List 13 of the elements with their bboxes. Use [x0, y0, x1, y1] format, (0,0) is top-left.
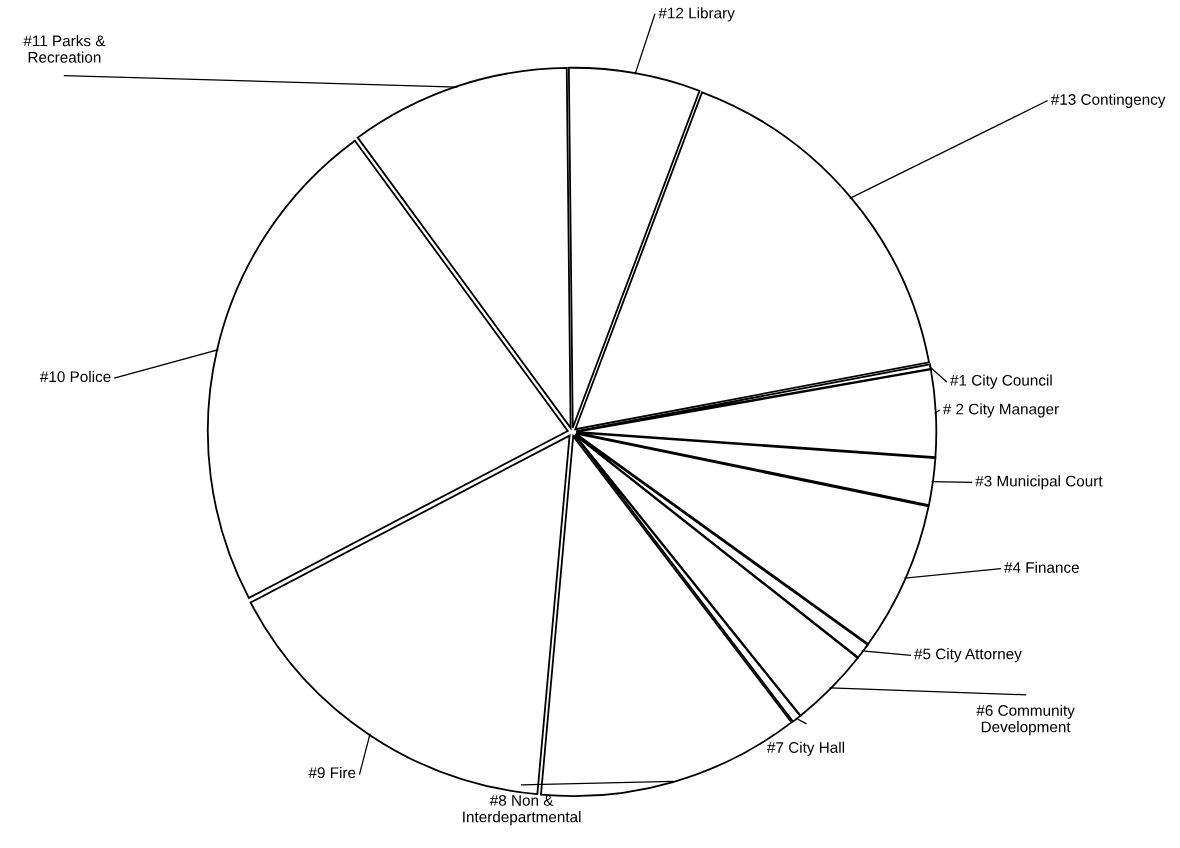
- slice-label: #11 Parks & Recreation: [23, 35, 106, 63]
- slice-label: #8 Non & Interdepartmental: [463, 795, 581, 826]
- slice-label: #10 Police: [39, 370, 111, 383]
- slice-label: #3 Municipal Court: [975, 475, 1103, 490]
- slice-label: #12 Library: [658, 7, 735, 22]
- slice-label: #4 Finance: [1004, 561, 1079, 573]
- slice-label: #5 City Attorney: [914, 648, 1022, 663]
- slice-label: #1 City Council: [950, 374, 1052, 389]
- slice-label: # 2 City Manager: [942, 403, 1059, 418]
- slice-label: #6 Community Development: [976, 704, 1075, 736]
- slice-label: #9 Fire: [308, 766, 356, 779]
- slice-label: #7 City Hall: [767, 741, 845, 756]
- slice-label: #13 Contingency: [1050, 93, 1166, 108]
